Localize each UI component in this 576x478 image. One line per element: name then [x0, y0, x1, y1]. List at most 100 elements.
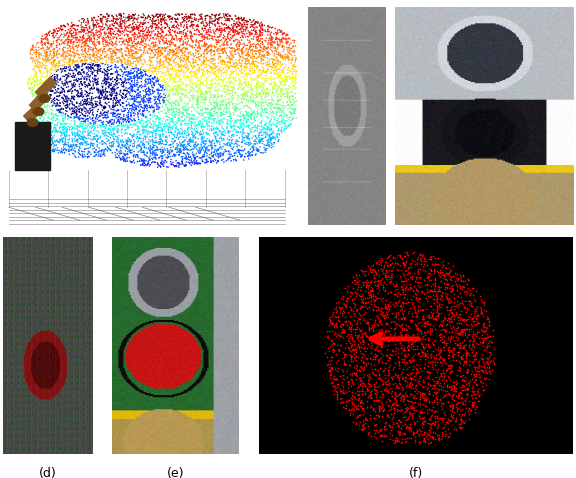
Point	[431, 379, 441, 386]
Point	[114, 152, 123, 159]
Point	[277, 118, 286, 126]
Point	[354, 343, 363, 351]
Point	[426, 320, 435, 328]
Point	[165, 60, 174, 67]
Point	[253, 63, 262, 70]
Point	[344, 330, 353, 338]
Point	[58, 80, 67, 87]
Point	[282, 99, 291, 107]
Point	[32, 137, 41, 144]
Point	[211, 133, 220, 141]
Point	[76, 135, 85, 143]
Point	[174, 151, 183, 158]
Point	[206, 96, 215, 103]
Point	[75, 134, 84, 142]
Point	[381, 328, 390, 336]
Point	[438, 401, 448, 408]
Point	[69, 38, 78, 45]
Point	[127, 23, 136, 31]
Point	[283, 101, 292, 109]
Point	[181, 13, 191, 21]
Point	[141, 98, 150, 106]
Point	[85, 28, 94, 35]
Point	[214, 16, 223, 24]
Point	[425, 369, 434, 376]
Point	[460, 283, 469, 291]
Point	[223, 10, 232, 18]
Point	[416, 346, 426, 353]
Point	[109, 28, 119, 35]
Point	[273, 59, 282, 66]
Point	[131, 126, 140, 133]
Point	[481, 344, 490, 351]
Point	[149, 144, 158, 152]
Point	[161, 45, 170, 53]
Point	[108, 90, 117, 98]
Point	[60, 22, 69, 29]
Point	[160, 19, 169, 26]
Point	[183, 40, 192, 48]
Point	[107, 50, 116, 57]
Point	[42, 138, 51, 146]
Point	[100, 102, 109, 110]
Point	[363, 358, 373, 366]
Point	[80, 27, 89, 34]
Point	[413, 305, 422, 313]
Point	[263, 61, 272, 68]
Point	[189, 56, 198, 64]
Point	[78, 34, 87, 42]
Point	[82, 107, 92, 115]
Point	[56, 120, 66, 128]
Point	[346, 318, 355, 326]
Point	[420, 355, 430, 363]
Point	[380, 287, 389, 294]
Point	[226, 72, 235, 80]
Point	[478, 326, 487, 334]
Point	[101, 67, 111, 75]
Point	[92, 76, 101, 83]
Point	[253, 148, 263, 155]
Point	[207, 81, 217, 89]
Point	[85, 100, 94, 108]
Point	[58, 67, 67, 75]
Point	[87, 59, 96, 67]
Point	[436, 372, 445, 380]
Point	[146, 23, 155, 31]
Point	[116, 110, 125, 118]
Point	[127, 12, 136, 20]
Point	[46, 91, 55, 99]
Point	[443, 269, 452, 277]
Point	[153, 21, 162, 29]
Point	[488, 326, 498, 334]
Point	[67, 111, 76, 119]
Point	[438, 343, 448, 351]
Point	[262, 122, 271, 130]
Point	[392, 371, 401, 379]
Point	[177, 46, 186, 54]
Point	[396, 252, 405, 260]
Point	[100, 147, 109, 155]
Point	[88, 85, 97, 93]
Point	[262, 89, 271, 97]
Point	[276, 60, 285, 68]
Point	[400, 376, 410, 384]
Point	[268, 143, 278, 151]
Point	[204, 87, 214, 95]
Point	[106, 26, 115, 34]
Point	[425, 313, 434, 321]
Point	[257, 56, 266, 64]
Point	[112, 19, 121, 27]
Point	[249, 35, 258, 43]
Point	[98, 36, 108, 43]
Point	[42, 104, 51, 112]
Point	[51, 56, 60, 64]
Point	[145, 29, 154, 36]
Point	[163, 107, 172, 115]
Point	[127, 86, 136, 93]
Point	[157, 31, 166, 39]
Point	[454, 310, 463, 318]
Point	[365, 380, 374, 388]
Point	[97, 110, 107, 118]
Point	[372, 387, 381, 394]
Point	[133, 133, 142, 141]
